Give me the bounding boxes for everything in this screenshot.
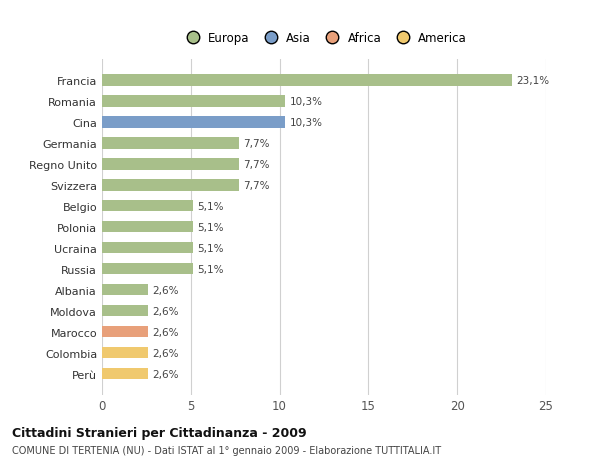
Text: COMUNE DI TERTENIA (NU) - Dati ISTAT al 1° gennaio 2009 - Elaborazione TUTTITALI: COMUNE DI TERTENIA (NU) - Dati ISTAT al …	[12, 445, 441, 455]
Text: 7,7%: 7,7%	[243, 180, 269, 190]
Bar	[102, 159, 239, 170]
Text: 5,1%: 5,1%	[197, 222, 224, 232]
Text: 7,7%: 7,7%	[243, 139, 269, 148]
Bar	[102, 305, 148, 317]
Bar	[102, 96, 285, 107]
Text: 2,6%: 2,6%	[152, 327, 179, 337]
Bar	[102, 368, 148, 380]
Text: 5,1%: 5,1%	[197, 202, 224, 211]
Bar	[102, 326, 148, 338]
Text: Cittadini Stranieri per Cittadinanza - 2009: Cittadini Stranieri per Cittadinanza - 2…	[12, 426, 307, 439]
Text: 2,6%: 2,6%	[152, 369, 179, 379]
Bar	[102, 221, 193, 233]
Text: 5,1%: 5,1%	[197, 264, 224, 274]
Text: 2,6%: 2,6%	[152, 348, 179, 358]
Bar	[102, 242, 193, 254]
Bar	[102, 179, 239, 191]
Text: 10,3%: 10,3%	[289, 118, 322, 128]
Text: 23,1%: 23,1%	[517, 76, 550, 86]
Text: 10,3%: 10,3%	[289, 96, 322, 106]
Bar	[102, 263, 193, 275]
Legend: Europa, Asia, Africa, America: Europa, Asia, Africa, America	[181, 32, 467, 45]
Text: 5,1%: 5,1%	[197, 243, 224, 253]
Bar	[102, 75, 512, 86]
Bar	[102, 347, 148, 358]
Bar	[102, 138, 239, 149]
Bar	[102, 201, 193, 212]
Text: 7,7%: 7,7%	[243, 159, 269, 169]
Text: 2,6%: 2,6%	[152, 285, 179, 295]
Text: 2,6%: 2,6%	[152, 306, 179, 316]
Bar	[102, 284, 148, 296]
Bar	[102, 117, 285, 128]
